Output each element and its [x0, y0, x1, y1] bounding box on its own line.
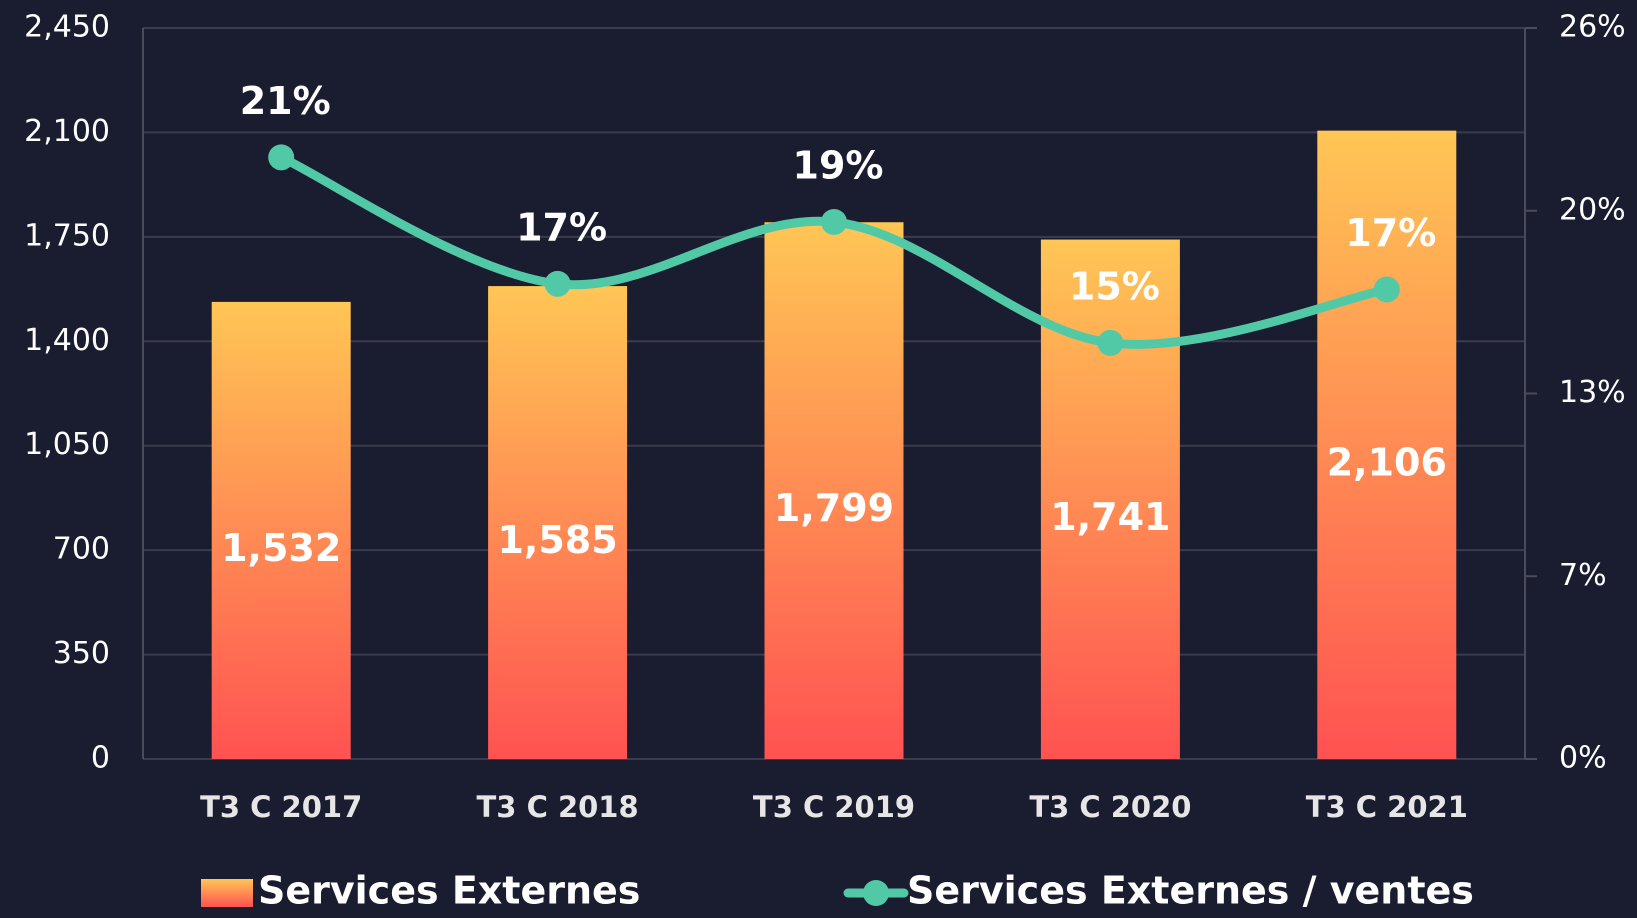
- line-value-label: 19%: [793, 143, 884, 187]
- bar-value-label: 1,741: [1050, 495, 1170, 539]
- bar-value-label: 1,585: [497, 518, 617, 562]
- legend-swatch: [201, 879, 253, 907]
- line-value-label: 17%: [1345, 211, 1436, 255]
- bar-value-label: 1,799: [774, 486, 894, 530]
- y-tick-label: 0: [91, 741, 110, 776]
- y2-tick-label: 26%: [1559, 10, 1626, 45]
- category-label: T3 C 2017: [200, 790, 362, 824]
- bar: [1317, 130, 1457, 759]
- y2-tick-label: 13%: [1559, 375, 1626, 410]
- line-value-label: 17%: [516, 205, 607, 249]
- line-marker: [544, 270, 571, 297]
- y-tick-label: 1,750: [24, 218, 110, 253]
- category-label: T3 C 2020: [1029, 790, 1191, 824]
- line-marker: [1373, 276, 1400, 303]
- legend-label: Services Externes / ventes: [907, 869, 1474, 913]
- bar-value-label: 2,106: [1327, 440, 1447, 484]
- line-marker: [268, 144, 295, 171]
- y-tick-label: 1,050: [24, 427, 110, 462]
- category-label: T3 C 2018: [477, 790, 639, 824]
- y2-tick-label: 0%: [1559, 741, 1607, 776]
- category-label: T3 C 2019: [753, 790, 915, 824]
- y-tick-label: 350: [53, 636, 110, 671]
- y2-tick-label: 7%: [1559, 558, 1607, 593]
- category-label: T3 C 2021: [1306, 790, 1468, 824]
- bar: [488, 286, 628, 759]
- y-tick-label: 700: [53, 532, 110, 567]
- legend-label: Services Externes: [258, 869, 640, 913]
- bar: [211, 301, 351, 759]
- y-tick-label: 2,450: [24, 10, 110, 45]
- line-value-label: 15%: [1069, 264, 1160, 308]
- line-value-label: 21%: [240, 79, 331, 123]
- bar: [764, 222, 904, 760]
- bar-value-label: 1,532: [221, 526, 341, 570]
- legend-marker: [863, 880, 889, 906]
- line-marker: [821, 208, 847, 235]
- line-marker: [1097, 329, 1124, 356]
- y2-tick-label: 20%: [1559, 192, 1626, 227]
- y-tick-label: 1,400: [24, 323, 110, 358]
- y-tick-label: 2,100: [24, 114, 110, 149]
